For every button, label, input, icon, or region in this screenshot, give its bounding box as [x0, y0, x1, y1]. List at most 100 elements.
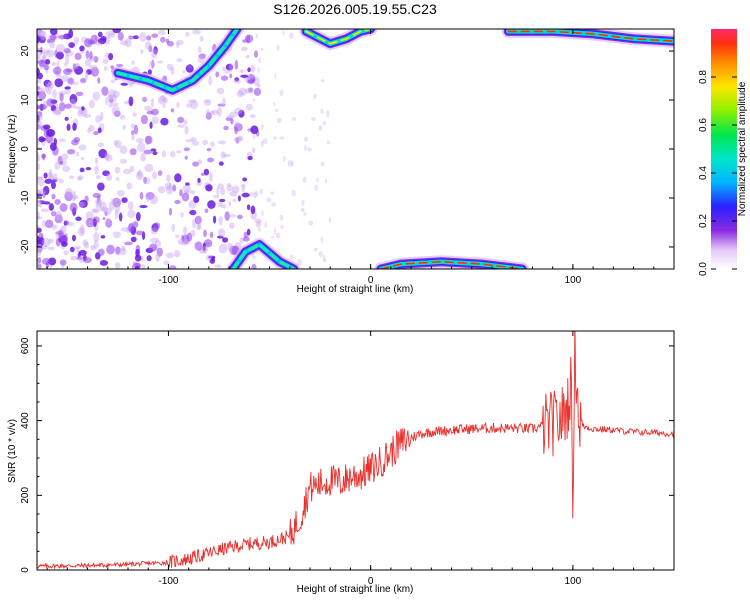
noise-speckle	[142, 96, 147, 103]
noise-speckle	[251, 147, 256, 153]
noise-speckle	[37, 216, 43, 220]
noise-speckle	[37, 243, 43, 254]
noise-speckle	[99, 259, 109, 266]
noise-speckle	[115, 246, 121, 255]
noise-speckle	[308, 220, 314, 226]
snr-x-tick-label: 0	[368, 576, 374, 587]
noise-speckle	[108, 52, 114, 61]
noise-speckle	[315, 178, 319, 183]
noise-speckle	[128, 35, 134, 40]
noise-speckle	[233, 79, 241, 84]
noise-speckle	[198, 53, 207, 60]
noise-speckle	[62, 165, 71, 172]
noise-speckle	[217, 228, 226, 237]
noise-speckle	[228, 214, 237, 218]
noise-speckle	[75, 151, 80, 157]
noise-speckle	[95, 175, 101, 180]
noise-speckle	[171, 223, 176, 232]
noise-speckle	[122, 168, 132, 175]
noise-speckle	[151, 116, 159, 125]
noise-speckle	[95, 200, 102, 210]
noise-speckle	[59, 203, 68, 212]
noise-speckle	[170, 266, 175, 269]
noise-speckle	[172, 184, 177, 192]
noise-speckle	[179, 189, 183, 197]
noise-speckle	[52, 109, 62, 115]
noise-speckle	[50, 211, 57, 217]
noise-speckle	[84, 38, 93, 48]
noise-speckle	[74, 105, 81, 110]
noise-speckle	[174, 199, 181, 205]
noise-speckle	[120, 227, 129, 232]
noise-speckle	[85, 50, 90, 59]
noise-speckle	[273, 228, 277, 235]
noise-speckle	[113, 140, 118, 146]
noise-speckle	[37, 114, 40, 124]
noise-speckle	[64, 62, 68, 67]
noise-speckle	[119, 247, 127, 256]
noise-speckle	[202, 242, 206, 252]
noise-speckle	[67, 221, 74, 227]
noise-speckle	[52, 66, 62, 75]
noise-speckle	[75, 91, 84, 97]
noise-speckle	[255, 33, 259, 38]
noise-speckle	[190, 137, 197, 142]
noise-speckle	[228, 201, 232, 207]
noise-speckle	[130, 236, 137, 243]
noise-speckle	[162, 104, 166, 108]
noise-speckle	[223, 125, 229, 131]
noise-speckle	[97, 77, 101, 84]
spectrogram-plot-area	[37, 29, 674, 269]
noise-speckle	[233, 136, 243, 143]
noise-speckle	[175, 234, 180, 239]
noise-speckle	[68, 42, 76, 48]
noise-speckle	[42, 52, 47, 61]
noise-speckle	[64, 220, 70, 226]
noise-speckle	[88, 124, 95, 132]
noise-speckle	[131, 130, 135, 136]
noise-speckle	[250, 205, 256, 215]
noise-speckle	[37, 199, 42, 207]
noise-speckle	[140, 152, 147, 162]
noise-speckle	[115, 177, 120, 181]
noise-speckle	[74, 245, 81, 250]
noise-speckle	[260, 140, 264, 148]
noise-speckle	[37, 264, 42, 269]
noise-speckle	[220, 75, 229, 81]
noise-speckle	[303, 136, 308, 142]
noise-speckle	[218, 161, 224, 166]
noise-speckle	[59, 161, 64, 165]
noise-speckle	[93, 232, 100, 242]
noise-speckle	[311, 116, 316, 122]
noise-speckle	[153, 222, 161, 229]
noise-speckle	[280, 225, 284, 229]
noise-speckle	[189, 209, 197, 216]
noise-speckle	[207, 200, 216, 209]
noise-speckle	[219, 187, 226, 196]
noise-speckle	[108, 102, 113, 108]
noise-speckle	[108, 98, 114, 104]
noise-speckle	[37, 153, 41, 163]
noise-speckle	[262, 138, 268, 145]
noise-speckle	[226, 184, 233, 192]
noise-speckle	[47, 81, 54, 91]
noise-speckle	[234, 59, 239, 70]
noise-speckle	[61, 241, 68, 247]
noise-speckle	[78, 199, 88, 208]
noise-speckle	[291, 189, 296, 197]
noise-speckle	[122, 124, 127, 130]
spectrogram-x-tick-label: -100	[158, 275, 178, 286]
noise-speckle	[102, 216, 106, 221]
noise-speckle	[90, 34, 98, 45]
noise-speckle	[115, 63, 124, 68]
noise-speckle	[100, 235, 106, 239]
noise-speckle	[81, 106, 85, 111]
noise-speckle	[72, 194, 79, 200]
noise-speckle	[97, 31, 103, 38]
noise-speckle	[205, 112, 212, 120]
noise-speckle	[51, 178, 58, 183]
noise-speckle	[58, 101, 66, 112]
noise-speckle	[161, 150, 166, 158]
spectrogram-x-tick-label: 100	[565, 275, 582, 286]
noise-speckle	[175, 150, 182, 154]
